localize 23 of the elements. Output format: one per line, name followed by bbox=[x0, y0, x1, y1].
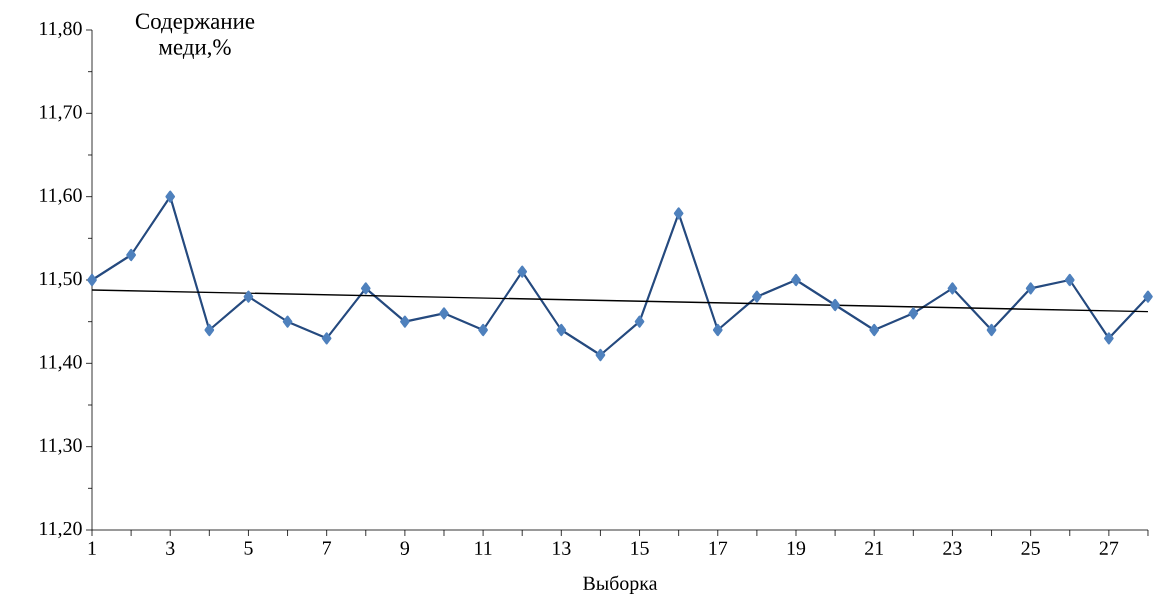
x-tick-label: 11 bbox=[475, 541, 492, 555]
x-tick-label: 9 bbox=[400, 541, 410, 555]
y-tick-label: 11,20 bbox=[40, 521, 82, 539]
x-tick-label: 27 bbox=[1099, 541, 1119, 555]
y-tick-label: 11,30 bbox=[40, 438, 82, 455]
x-tick-label: 15 bbox=[631, 541, 649, 555]
x-tick-label: 13 bbox=[553, 541, 571, 555]
x-tick-label: 21 bbox=[865, 541, 883, 555]
x-tick-label: 1 bbox=[88, 541, 96, 555]
x-tick-label: 19 bbox=[787, 541, 806, 555]
x-tick-label: 25 bbox=[1021, 541, 1040, 555]
x-tick-label: 17 bbox=[709, 541, 728, 555]
y-tick-label: 11,80 bbox=[40, 21, 82, 39]
y-tick-label: 11,60 bbox=[40, 188, 82, 205]
x-axis-title: Выборка bbox=[583, 575, 658, 595]
y-axis-title: Содержание меди,% bbox=[135, 13, 255, 60]
x-tick-label: 7 bbox=[322, 541, 332, 555]
x-tick-label: 23 bbox=[943, 541, 962, 555]
x-tick-label: 3 bbox=[166, 541, 175, 555]
y-tick-label: 11,50 bbox=[40, 271, 82, 289]
y-tick-label: 11,40 bbox=[40, 355, 82, 372]
x-tick-label: 5 bbox=[244, 541, 253, 555]
y-tick-label: 11,70 bbox=[40, 105, 82, 122]
